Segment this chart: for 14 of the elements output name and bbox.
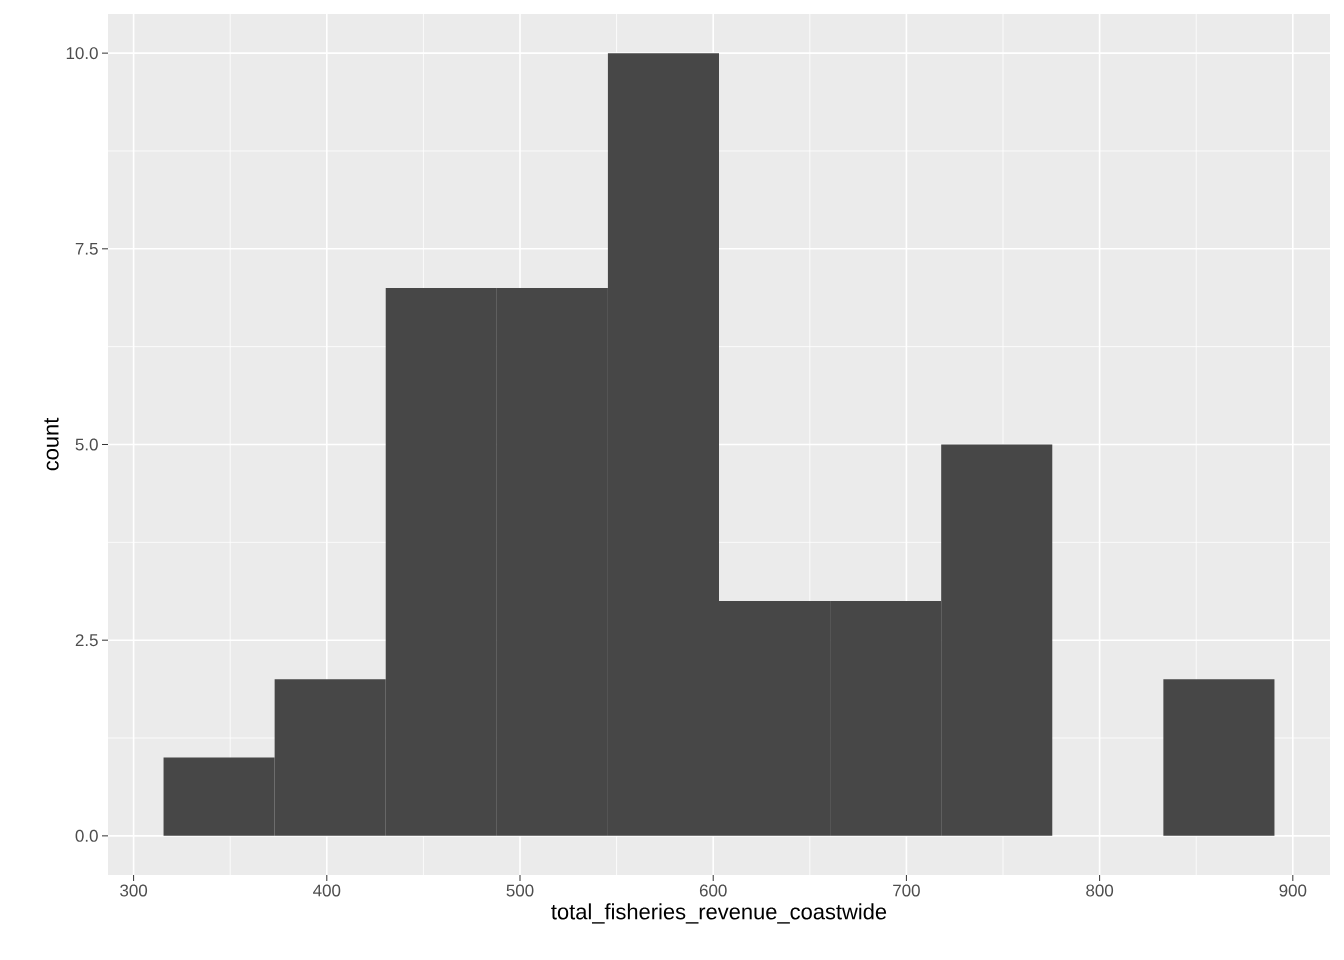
y-tick-label: 10.0 [66, 47, 98, 60]
x-tick-label: 800 [1086, 884, 1114, 897]
x-tick-label: 600 [699, 884, 727, 897]
y-axis-title: count [44, 417, 59, 471]
x-tick-label: 300 [120, 884, 148, 897]
y-tick-label: 0.0 [75, 829, 98, 842]
x-tick-label: 400 [313, 884, 341, 897]
x-axis-title: total_fisheries_revenue_coastwide [551, 903, 887, 924]
x-tick-label: 500 [506, 884, 534, 897]
y-tick-label: 2.5 [75, 634, 98, 647]
x-tick-label: 700 [893, 884, 920, 897]
y-tick-label: 7.5 [75, 242, 98, 255]
x-tick-label: 900 [1279, 884, 1307, 897]
y-tick-label: 5.0 [75, 438, 98, 451]
